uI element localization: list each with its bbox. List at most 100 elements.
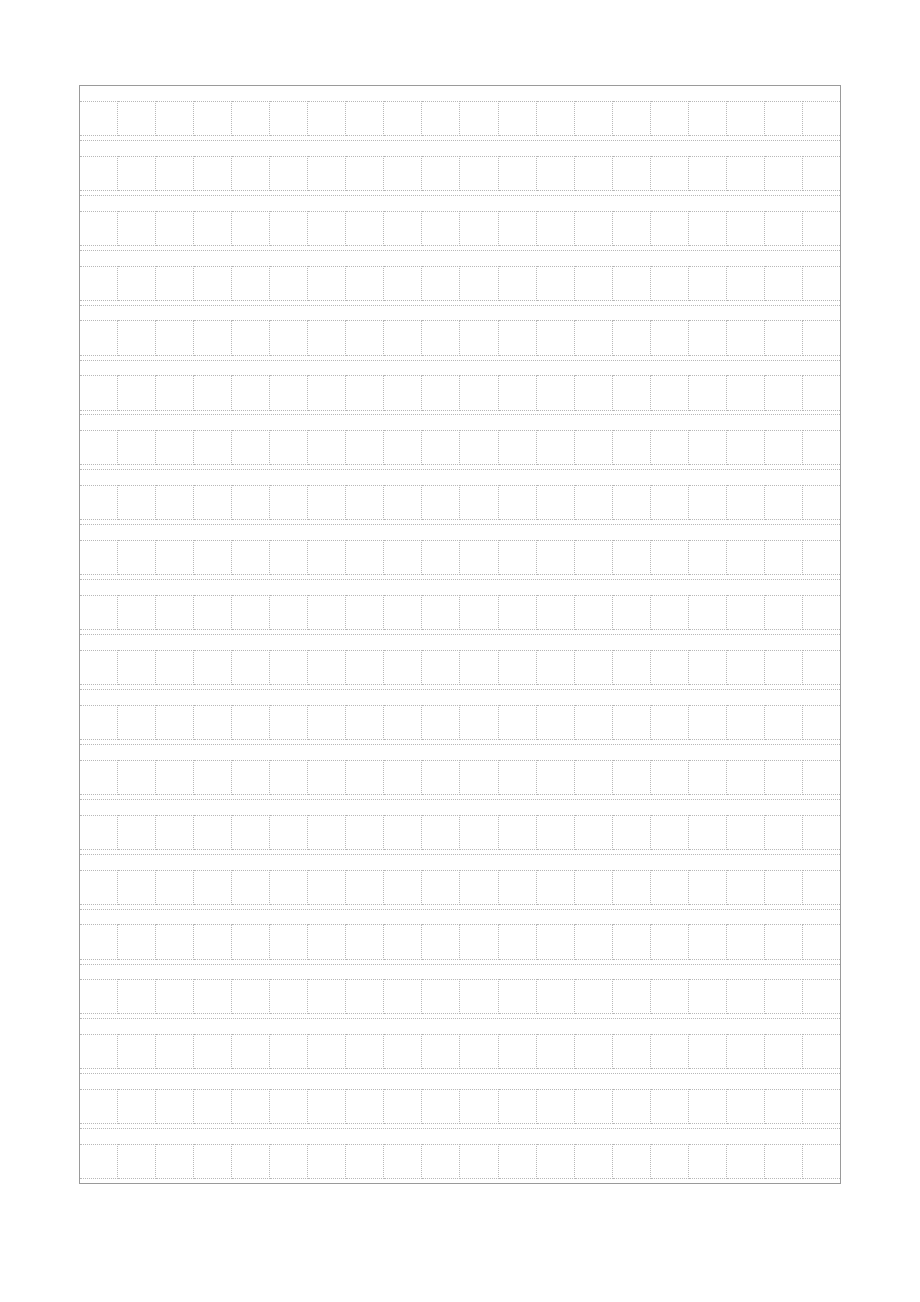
- grid-cell: [765, 430, 803, 465]
- grid-cell: [156, 1034, 194, 1069]
- grid-cell: [727, 156, 765, 191]
- grid-cell: [308, 705, 346, 740]
- grid-cell: [422, 320, 460, 355]
- grid-cell: [537, 870, 575, 905]
- grid-cell: [765, 1144, 803, 1179]
- grid-cell: [422, 430, 460, 465]
- grid-cell: [613, 870, 651, 905]
- grid-cell: [308, 1144, 346, 1179]
- grid-cell: [499, 979, 537, 1014]
- grid-cell: [803, 705, 840, 740]
- grid-cell: [613, 924, 651, 959]
- grid-cell: [613, 815, 651, 850]
- grid-cell: [575, 760, 613, 795]
- grid-cell: [384, 430, 422, 465]
- grid-cell: [689, 101, 727, 136]
- grid-cell: [460, 320, 498, 355]
- grid-cell: [651, 156, 689, 191]
- grid-cell: [765, 1034, 803, 1069]
- grid-cell: [422, 595, 460, 630]
- grid-cell: [384, 705, 422, 740]
- grid-cell: [499, 156, 537, 191]
- grid-cell: [232, 595, 270, 630]
- grid-cell: [727, 101, 765, 136]
- grid-cell: [308, 1034, 346, 1069]
- grid-cell: [727, 540, 765, 575]
- grid-cell: [232, 485, 270, 520]
- grid-cell: [765, 924, 803, 959]
- grid-row: [80, 306, 840, 361]
- grid-cell: [422, 979, 460, 1014]
- grid-cell: [651, 650, 689, 685]
- grid-cell: [232, 979, 270, 1014]
- grid-cell: [803, 430, 840, 465]
- grid-cell: [422, 156, 460, 191]
- grid-row: [80, 855, 840, 910]
- grid-cell: [803, 924, 840, 959]
- grid-cell: [803, 540, 840, 575]
- grid-cell: [118, 650, 156, 685]
- grid-cell: [651, 1034, 689, 1069]
- grid-cell: [765, 156, 803, 191]
- grid-cell: [537, 156, 575, 191]
- grid-cell: [727, 266, 765, 301]
- grid-cell: [460, 1089, 498, 1124]
- grid-cell: [765, 760, 803, 795]
- grid-cell: [499, 705, 537, 740]
- grid-cell: [384, 375, 422, 410]
- grid-cell: [613, 320, 651, 355]
- grid-cell: [727, 320, 765, 355]
- grid-cell: [232, 540, 270, 575]
- grid-row-cells: [80, 870, 840, 905]
- grid-cell: [422, 815, 460, 850]
- grid-cell: [308, 266, 346, 301]
- grid-cell: [270, 815, 308, 850]
- grid-cell: [384, 1089, 422, 1124]
- grid-cell: [575, 924, 613, 959]
- grid-cell: [384, 815, 422, 850]
- grid-cell: [765, 266, 803, 301]
- grid-cell: [384, 485, 422, 520]
- grid-cell: [156, 595, 194, 630]
- grid-row: [80, 745, 840, 800]
- grid-cell: [118, 760, 156, 795]
- grid-cell: [803, 320, 840, 355]
- grid-cell: [765, 979, 803, 1014]
- grid-cell: [118, 156, 156, 191]
- grid-cell: [651, 211, 689, 246]
- grid-cell: [308, 320, 346, 355]
- grid-cell: [384, 1034, 422, 1069]
- grid-cell: [803, 979, 840, 1014]
- grid-cell: [689, 595, 727, 630]
- grid-cell: [156, 815, 194, 850]
- grid-cell: [689, 375, 727, 410]
- grid-cell: [537, 1034, 575, 1069]
- grid-cell: [384, 211, 422, 246]
- grid-row-cells: [80, 211, 840, 246]
- grid-cell: [270, 540, 308, 575]
- grid-cell: [308, 1089, 346, 1124]
- grid-cell: [803, 266, 840, 301]
- grid-cell: [80, 815, 118, 850]
- grid-cell: [765, 101, 803, 136]
- grid-cell: [460, 540, 498, 575]
- grid-cell: [727, 979, 765, 1014]
- grid-cell: [651, 266, 689, 301]
- grid-row-cells: [80, 705, 840, 740]
- grid-cell: [803, 1034, 840, 1069]
- grid-cell: [422, 101, 460, 136]
- grid-cell: [575, 870, 613, 905]
- grid-cell: [194, 540, 232, 575]
- grid-cell: [499, 375, 537, 410]
- grid-cell: [156, 485, 194, 520]
- grid-cell: [308, 924, 346, 959]
- grid-cell: [575, 1144, 613, 1179]
- grid-cell: [346, 375, 384, 410]
- grid-row: [80, 1074, 840, 1129]
- grid-cell: [194, 156, 232, 191]
- grid-cell: [803, 1089, 840, 1124]
- grid-cell: [460, 705, 498, 740]
- grid-cell: [80, 1144, 118, 1179]
- grid-cell: [537, 320, 575, 355]
- grid-cell: [118, 1034, 156, 1069]
